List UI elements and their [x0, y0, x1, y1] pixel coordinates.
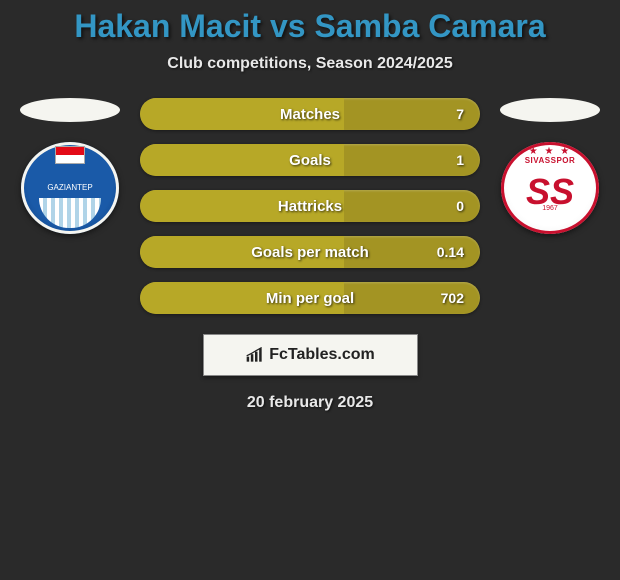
left-crest-stripes	[39, 198, 101, 228]
left-player-ellipse	[20, 98, 120, 122]
stat-value: 1	[456, 152, 464, 168]
left-column: GAZIANTEP	[15, 98, 125, 234]
brand-text: FcTables.com	[269, 346, 375, 364]
right-team-crest: ★ ★ ★ SIVASSPOR SS 1967	[501, 142, 599, 234]
brand-badge[interactable]: FcTables.com	[203, 334, 418, 376]
right-player-ellipse	[500, 98, 600, 122]
left-team-crest: GAZIANTEP	[21, 142, 119, 234]
stat-label: Min per goal	[266, 290, 354, 307]
subtitle: Club competitions, Season 2024/2025	[0, 55, 620, 73]
infographic-container: Hakan Macit vs Samba Camara Club competi…	[0, 0, 620, 412]
stat-label: Goals per match	[251, 244, 369, 261]
stat-value: 0.14	[437, 244, 464, 260]
stat-label: Hattricks	[278, 198, 342, 215]
stat-bar-goals-per-match: Goals per match 0.14	[140, 236, 480, 268]
turkish-flag-icon	[55, 146, 85, 164]
right-crest-year: 1967	[501, 205, 599, 212]
stat-value: 0	[456, 198, 464, 214]
right-crest-label: SIVASSPOR	[501, 156, 599, 165]
stat-bar-matches: Matches 7	[140, 98, 480, 130]
page-title: Hakan Macit vs Samba Camara	[0, 8, 620, 45]
footer-date: 20 february 2025	[0, 394, 620, 412]
right-column: ★ ★ ★ SIVASSPOR SS 1967	[495, 98, 605, 234]
stats-column: Matches 7 Goals 1 Hattricks 0 Goals per …	[140, 98, 480, 314]
chart-growth-icon	[245, 346, 265, 364]
content-row: GAZIANTEP Matches 7 Goals 1 Hattricks 0	[0, 98, 620, 314]
stat-value: 7	[456, 106, 464, 122]
stat-bar-hattricks: Hattricks 0	[140, 190, 480, 222]
stat-value: 702	[441, 290, 464, 306]
stat-label: Matches	[280, 106, 340, 123]
left-crest-label: GAZIANTEP	[43, 179, 96, 197]
stat-bar-goals: Goals 1	[140, 144, 480, 176]
stat-label: Goals	[289, 152, 331, 169]
stat-bar-min-per-goal: Min per goal 702	[140, 282, 480, 314]
